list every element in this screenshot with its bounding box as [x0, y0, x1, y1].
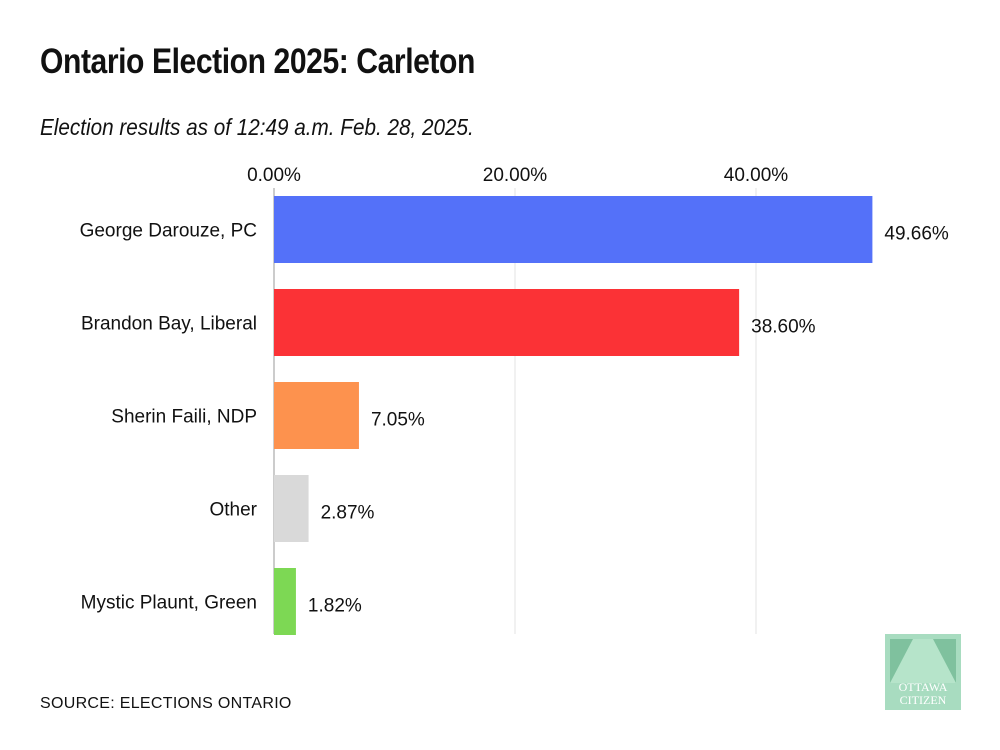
data-label: 38.60%: [751, 317, 816, 338]
source-note: SOURCE: ELECTIONS ONTARIO: [40, 695, 292, 712]
category-label: Other: [209, 500, 257, 521]
chart-title: Ontario Election 2025: Carleton: [40, 42, 475, 81]
bar: [274, 475, 309, 542]
bar: [274, 568, 296, 635]
category-label: Mystic Plaunt, Green: [81, 593, 257, 614]
bar: [274, 196, 873, 263]
category-label: Brandon Bay, Liberal: [81, 314, 257, 335]
data-label: 49.66%: [884, 224, 949, 245]
data-label: 7.05%: [371, 410, 425, 431]
bar: [274, 289, 740, 356]
data-label: 2.87%: [321, 503, 375, 524]
x-tick-label: 40.00%: [724, 165, 789, 186]
x-tick-label: 20.00%: [483, 165, 548, 186]
chart-subtitle: Election results as of 12:49 a.m. Feb. 2…: [40, 114, 474, 140]
data-label: 1.82%: [308, 596, 362, 617]
category-label: George Darouze, PC: [80, 221, 257, 242]
bar: [274, 382, 359, 449]
category-label: Sherin Faili, NDP: [111, 407, 257, 428]
x-tick-label: 0.00%: [247, 165, 301, 186]
